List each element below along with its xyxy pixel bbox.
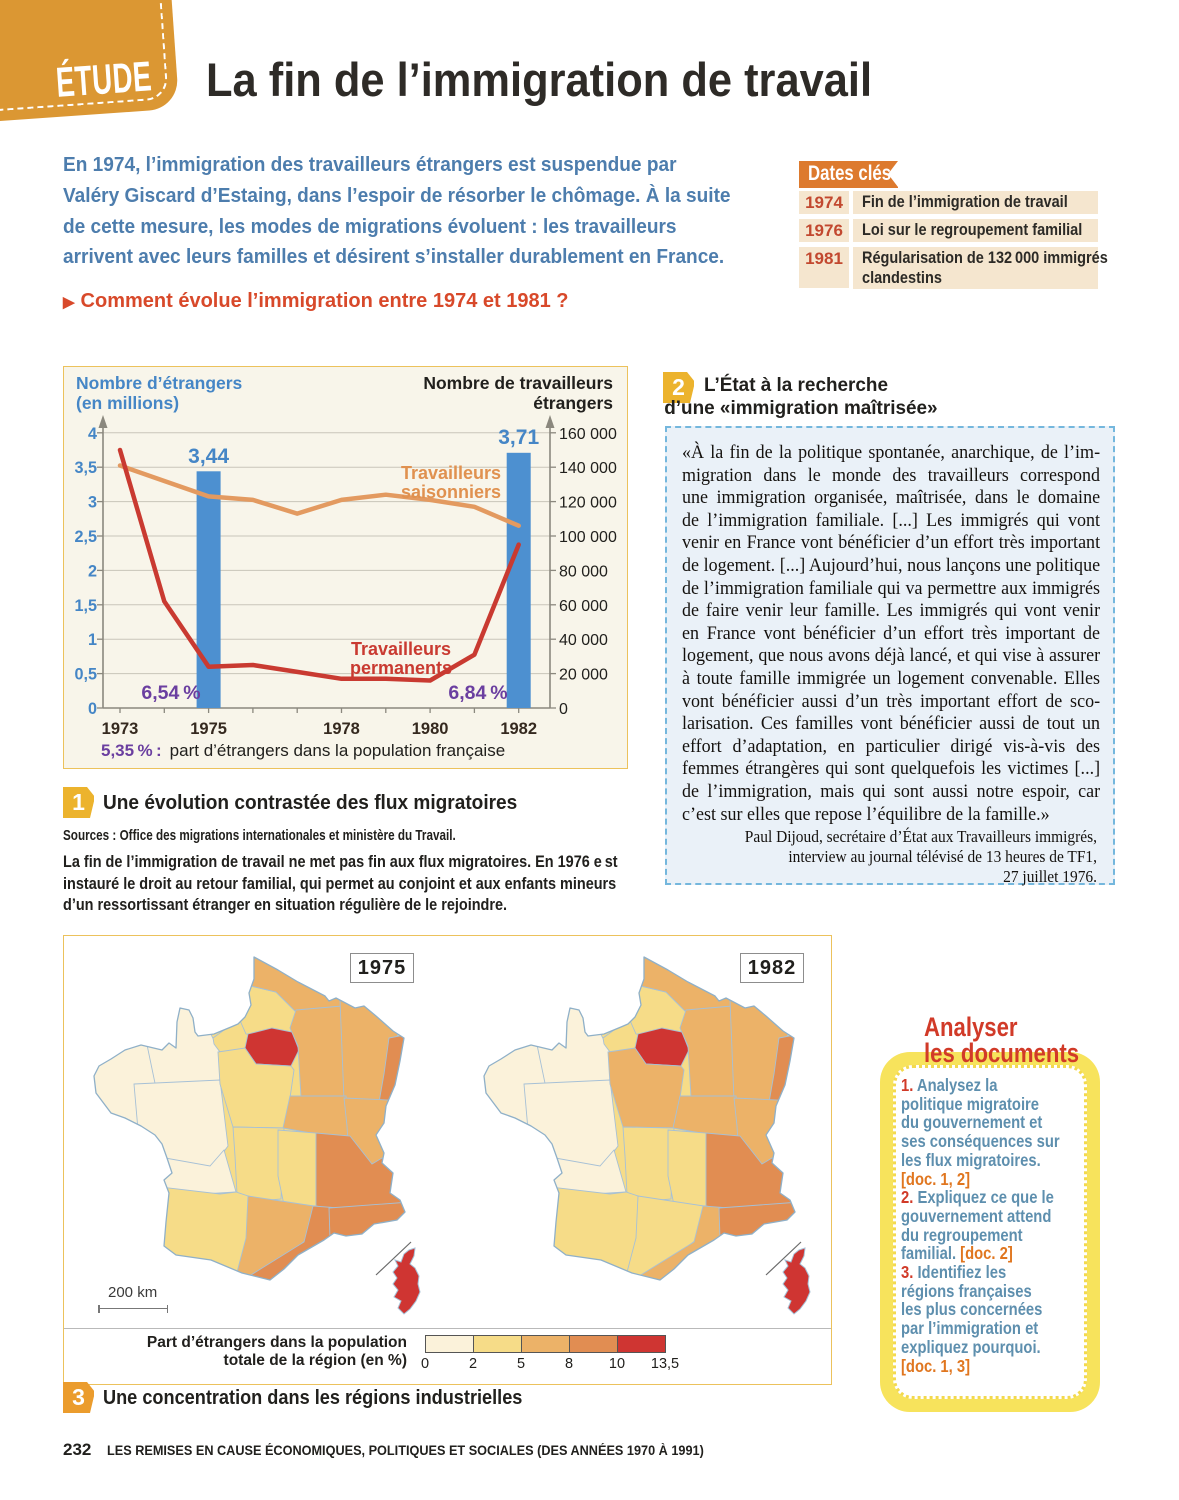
svg-text:0,5: 0,5 (74, 666, 97, 684)
svg-text:Nombre de travailleurs: Nombre de travailleurs (423, 373, 613, 393)
svg-text:3,71: 3,71 (498, 426, 539, 449)
svg-text:20 000: 20 000 (559, 667, 608, 684)
svg-text:120 000: 120 000 (559, 495, 617, 512)
svg-text:2,5: 2,5 (74, 528, 97, 546)
svg-text:3,5: 3,5 (74, 459, 97, 477)
svg-text:140 000: 140 000 (559, 460, 617, 477)
svg-text:1: 1 (88, 631, 97, 649)
svg-text:3: 3 (88, 494, 97, 512)
svg-text:1973: 1973 (102, 720, 139, 738)
svg-text:6,54 %: 6,54 % (141, 682, 200, 704)
svg-text:0: 0 (559, 701, 568, 718)
svg-text:Travailleurs: Travailleurs (351, 639, 451, 659)
svg-text:étrangers: étrangers (533, 393, 613, 413)
svg-text:Travailleurs: Travailleurs (401, 463, 501, 483)
svg-text:1975: 1975 (190, 720, 227, 738)
svg-text:(en millions): (en millions) (76, 393, 179, 413)
svg-text:1978: 1978 (323, 720, 360, 738)
svg-text:40 000: 40 000 (559, 632, 608, 649)
svg-text:1980: 1980 (412, 720, 449, 738)
svg-text:3,44: 3,44 (188, 445, 229, 468)
svg-text:5,35 % :part d’étrangers dans: 5,35 % : part d’étrangers dans la populat… (101, 741, 505, 760)
svg-text:60 000: 60 000 (559, 598, 608, 615)
svg-text:4: 4 (88, 425, 97, 443)
svg-text:saisonniers: saisonniers (401, 482, 501, 502)
svg-text:0: 0 (88, 700, 97, 718)
svg-text:100 000: 100 000 (559, 529, 617, 546)
svg-text:Nombre d’étrangers: Nombre d’étrangers (76, 373, 243, 393)
svg-text:2: 2 (88, 562, 97, 580)
svg-text:permanents: permanents (350, 658, 452, 678)
svg-text:1,5: 1,5 (74, 597, 97, 615)
svg-text:6,84 %: 6,84 % (448, 682, 507, 704)
svg-text:1982: 1982 (500, 720, 537, 738)
svg-text:80 000: 80 000 (559, 563, 608, 580)
svg-text:160 000: 160 000 (559, 426, 617, 443)
